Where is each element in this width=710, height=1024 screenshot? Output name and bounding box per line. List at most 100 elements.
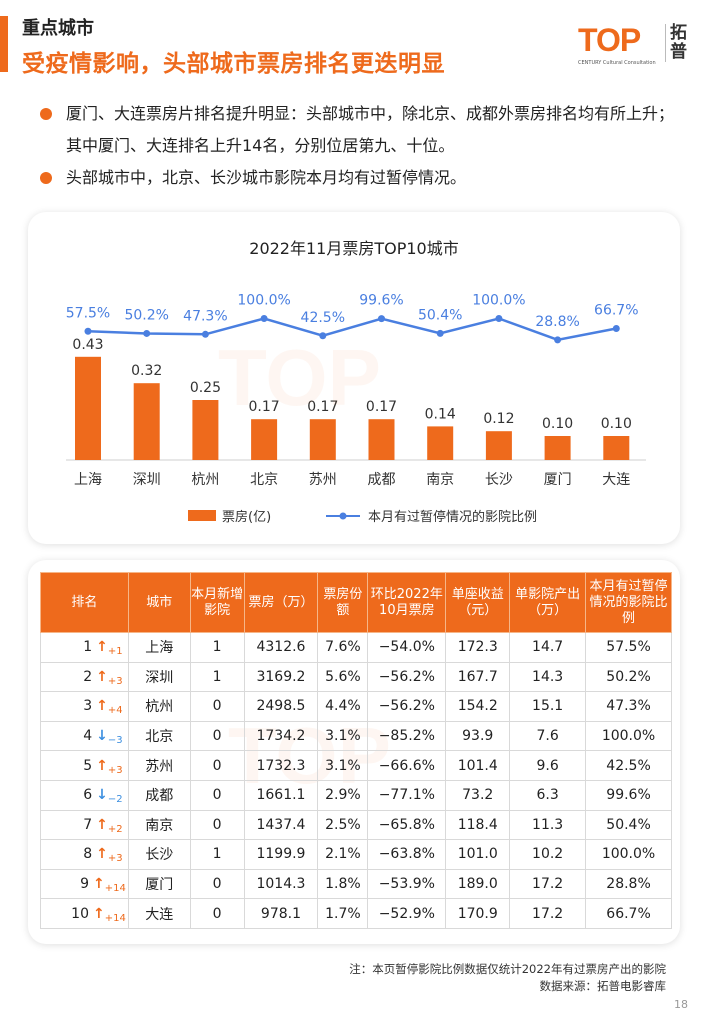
per-seat-revenue-cell: 101.0	[445, 839, 511, 870]
bar	[309, 419, 336, 460]
rank-number: 8	[83, 846, 93, 863]
bar	[544, 436, 571, 460]
line-point	[554, 336, 562, 344]
line-value-label: 28.8%	[535, 314, 579, 330]
per-cinema-output-cell: 7.6	[509, 720, 587, 752]
chart-title: 2022年11月票房TOP10城市	[249, 239, 458, 258]
share-cell: 2.9%	[317, 779, 369, 811]
line-point	[612, 324, 620, 332]
line-point	[378, 315, 385, 323]
rank-cell: 8 ↑+3	[40, 839, 129, 870]
footnote-text: 注：本页暂停影院比例数据仅统计2022年有过票房产出的影院	[349, 962, 666, 976]
brand-logo: TOP CENTURY Cultural Consultation 拓普	[578, 22, 698, 72]
line-value-label: 99.6%	[359, 293, 403, 309]
bar-value-label: 0.10	[601, 416, 632, 432]
city-cell: 上海	[127, 632, 191, 663]
city-cell: 深圳	[127, 661, 191, 693]
new-cinemas-cell: 1	[189, 839, 245, 870]
pause-ratio-cell: 100.0%	[585, 720, 672, 752]
x-tick-label: 北京	[250, 472, 278, 488]
mom-change-cell: −56.2%	[367, 661, 447, 693]
footnote: 注：本页暂停影院比例数据仅统计2022年有过票房产出的影院 数据来源：拓普电影睿…	[349, 961, 666, 995]
rank-cell: 6 ↓−2	[40, 779, 129, 811]
page-headline: 受疫情影响，头部城市票房排名更迭明显	[22, 51, 445, 77]
logo-tagline: CENTURY Cultural Consultation	[578, 60, 656, 66]
per-seat-revenue-cell: 101.4	[445, 750, 511, 781]
rank-change: −2	[107, 794, 123, 806]
table-row: 7 ↑+2 南京 0 1437.4 2.5% −65.8% 118.4 11.3 50.4%	[40, 809, 672, 841]
share-cell: 2.1%	[317, 839, 369, 870]
table-row: 2 ↑+3 深圳 1 3169.2 5.6% −56.2% 167.7 14.3 50.2%	[40, 661, 672, 693]
line-point	[260, 315, 268, 322]
bar	[427, 426, 454, 460]
finding-text: 头部城市中，北京、长沙城市影院本月均有过暂停情况。	[66, 168, 467, 187]
mom-change-cell: −53.9%	[367, 868, 447, 900]
rank-change: +3	[107, 853, 123, 865]
pause-ratio-cell: 42.5%	[585, 750, 672, 781]
per-cinema-output-cell: 14.3	[509, 661, 587, 693]
arrow-up-icon: ↑	[93, 905, 105, 922]
box-office-cell: 1437.4	[243, 809, 319, 841]
rank-change: +3	[107, 764, 123, 776]
x-tick-label: 深圳	[133, 472, 161, 488]
mom-change-cell: −66.6%	[367, 750, 447, 781]
chart-card: TOP 2022年11月票房TOP10城市 0.43 上海 0.32 深圳 0.25 杭州 0…	[28, 212, 680, 544]
table-row: 4 ↓−3 北京 0 1734.2 3.1% −85.2% 93.9 7.6 100.0%	[40, 720, 672, 752]
per-cinema-output-cell: 11.3	[509, 809, 587, 841]
finding-item: 头部城市中，北京、长沙城市影院本月均有过暂停情况。	[38, 162, 688, 194]
data-source: 数据来源：拓普电影睿库	[539, 979, 667, 993]
legend-line-label: 本月有过暂停情况的影院比例	[368, 509, 537, 525]
col-header: 票房份额	[317, 572, 369, 633]
arrow-down-icon: ↓	[96, 728, 108, 745]
arrow-up-icon: ↑	[93, 876, 105, 893]
box-office-cell: 2498.5	[243, 691, 319, 722]
col-header: 城市	[127, 572, 191, 633]
box-office-cell: 1661.1	[243, 779, 319, 811]
mom-change-cell: −77.1%	[367, 779, 447, 811]
line-value-label: 42.5%	[301, 310, 345, 326]
finding-text: 厦门、大连票房片排名提升明显：头部城市中，除北京、成都外票房排名均有所上升；其中…	[66, 104, 675, 155]
line-value-label: 50.2%	[124, 307, 168, 323]
bar-value-label: 0.10	[542, 416, 573, 432]
share-cell: 3.1%	[317, 750, 369, 781]
arrow-up-icon: ↑	[96, 639, 108, 656]
table-row: 6 ↓−2 成都 0 1661.1 2.9% −77.1% 73.2 6.3 99.6%	[40, 779, 672, 811]
share-cell: 1.8%	[317, 868, 369, 900]
mom-change-cell: −52.9%	[367, 898, 447, 929]
bar-value-label: 0.12	[483, 411, 514, 427]
arrow-down-icon: ↓	[96, 787, 108, 804]
rank-change: +3	[107, 675, 123, 687]
pause-ratio-cell: 100.0%	[585, 839, 672, 870]
bullet-dot-icon	[40, 172, 52, 184]
box-office-cell: 1014.3	[243, 868, 319, 900]
bar-value-label: 0.43	[72, 337, 103, 353]
per-seat-revenue-cell: 73.2	[445, 779, 511, 811]
new-cinemas-cell: 0	[189, 809, 245, 841]
legend-bar-swatch	[188, 510, 216, 521]
x-tick-label: 长沙	[485, 472, 513, 488]
line-value-label: 47.3%	[183, 308, 227, 324]
legend-line-dot	[339, 512, 347, 520]
share-cell: 4.4%	[317, 691, 369, 722]
x-tick-label: 上海	[74, 472, 102, 488]
key-findings: 厦门、大连票房片排名提升明显：头部城市中，除北京、成都外票房排名均有所上升；其中…	[38, 98, 688, 194]
new-cinemas-cell: 0	[189, 779, 245, 811]
rank-change: +1	[107, 646, 123, 658]
page-number: 18	[674, 998, 688, 1011]
per-cinema-output-cell: 10.2	[509, 839, 587, 870]
per-seat-revenue-cell: 154.2	[445, 691, 511, 722]
col-header: 单座收益（元）	[445, 572, 511, 633]
line-point	[201, 330, 209, 338]
new-cinemas-cell: 0	[189, 720, 245, 752]
bar	[368, 419, 395, 460]
rank-number: 10	[71, 905, 89, 922]
bar-value-label: 0.17	[307, 399, 338, 415]
box-office-cell: 1732.3	[243, 750, 319, 781]
table-card: TOP 排名 城市 本月新增影院 票房（万） 票房份额 环比2022年10月票房…	[28, 560, 680, 944]
line-point	[436, 329, 444, 337]
bar	[75, 356, 101, 460]
per-cinema-output-cell: 14.7	[509, 632, 587, 663]
line-value-label: 50.4%	[418, 307, 462, 323]
bar	[485, 431, 512, 460]
pause-ratio-cell: 50.4%	[585, 809, 672, 841]
